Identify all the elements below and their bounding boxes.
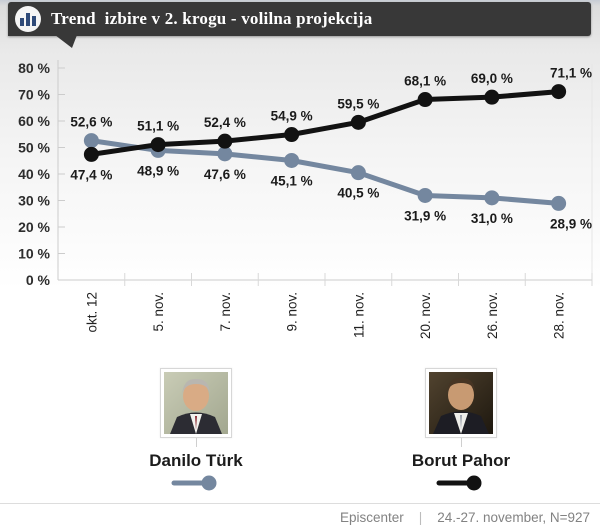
danilo-turk-photo	[160, 368, 232, 438]
svg-text:40,5 %: 40,5 %	[337, 186, 379, 201]
svg-text:20. nov.: 20. nov.	[418, 292, 433, 339]
svg-text:70 %: 70 %	[18, 87, 50, 103]
legend-item-danilo-turk: Danilo Türk	[121, 368, 271, 497]
svg-text:20 %: 20 %	[18, 219, 50, 235]
svg-text:60 %: 60 %	[18, 113, 50, 129]
svg-text:28. nov.: 28. nov.	[552, 292, 567, 339]
svg-text:47,4 %: 47,4 %	[70, 167, 112, 182]
svg-text:52,6 %: 52,6 %	[70, 115, 112, 130]
borut-pahor-photo	[425, 368, 497, 438]
footer-source: Episcenter	[339, 509, 404, 525]
svg-text:okt. 12: okt. 12	[84, 292, 99, 333]
footer-note: 24.-27. november, N=927	[437, 509, 590, 525]
svg-text:69,0 %: 69,0 %	[471, 71, 513, 86]
page-title: Trend izbire v 2. krogu - volilna projek…	[51, 9, 373, 28]
svg-text:51,1 %: 51,1 %	[137, 119, 179, 134]
svg-text:26. nov.: 26. nov.	[485, 292, 500, 339]
footer: Episcenter | 24.-27. november, N=927	[0, 503, 600, 530]
svg-text:11. nov.: 11. nov.	[351, 292, 366, 338]
svg-text:50 %: 50 %	[18, 140, 50, 156]
svg-text:48,9 %: 48,9 %	[137, 163, 179, 178]
svg-text:30 %: 30 %	[18, 193, 50, 209]
svg-text:31,0 %: 31,0 %	[471, 211, 513, 226]
svg-text:71,1 %: 71,1 %	[550, 66, 592, 81]
legend-connector-line	[195, 438, 197, 447]
bar-chart-icon	[15, 6, 41, 32]
legend-name-borut-pahor: Borut Pahor	[411, 451, 511, 470]
svg-text:68,1 %: 68,1 %	[404, 74, 446, 89]
svg-text:7. nov.: 7. nov.	[218, 292, 233, 332]
svg-text:80 %: 80 %	[18, 60, 50, 76]
trend-line-chart: 0 % 10 % 20 % 30 % 40 % 50 % 60 % 70 % 80 % okt. …	[18, 60, 593, 339]
svg-text:10 %: 10 %	[18, 246, 50, 262]
svg-text:45,1 %: 45,1 %	[271, 173, 313, 188]
legend-connector-line	[460, 438, 462, 447]
header-bubble-tail	[55, 35, 77, 48]
header-bar: Trend izbire v 2. krogu - volilna projek…	[8, 2, 591, 36]
svg-text:40 %: 40 %	[18, 166, 50, 182]
turk-series-marker-icon	[171, 475, 217, 491]
svg-text:5. nov.: 5. nov.	[151, 292, 166, 332]
svg-text:9. nov.: 9. nov.	[285, 292, 300, 332]
legend-item-borut-pahor: Borut Pahor	[386, 368, 536, 497]
legend-name-danilo-turk: Danilo Türk	[149, 451, 243, 470]
svg-text:0 %: 0 %	[26, 272, 51, 288]
svg-text:28,9 %: 28,9 %	[550, 216, 592, 231]
svg-text:52,4 %: 52,4 %	[204, 115, 246, 130]
svg-text:59,5 %: 59,5 %	[337, 96, 379, 111]
svg-text:31,9 %: 31,9 %	[404, 208, 446, 223]
svg-text:47,6 %: 47,6 %	[204, 167, 246, 182]
svg-text:54,9 %: 54,9 %	[271, 109, 313, 124]
footer-separator: |	[418, 509, 423, 525]
pahor-series-marker-icon	[436, 475, 482, 491]
